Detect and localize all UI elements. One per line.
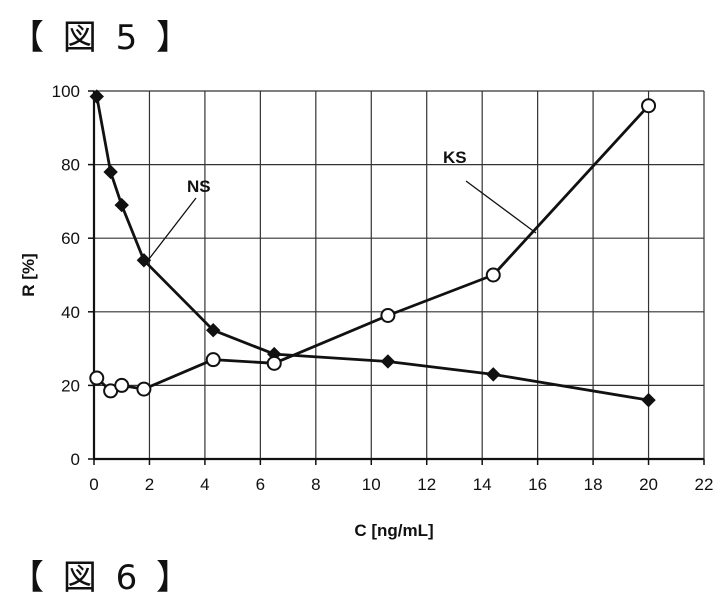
figure-6-heading: 【 図 6 】 <box>10 550 194 599</box>
data-point-ks <box>115 379 128 392</box>
data-point-ks <box>381 309 394 322</box>
data-point-ns <box>381 355 394 368</box>
y-tick-label: 20 <box>61 376 80 395</box>
x-axis-label: C [ng/mL] <box>354 521 433 540</box>
x-tick-label: 0 <box>89 475 98 494</box>
data-point-ks <box>207 353 220 366</box>
x-tick-label: 10 <box>362 475 381 494</box>
series-line-ns <box>97 97 649 401</box>
callout-line-ns <box>149 198 196 259</box>
data-point-ns <box>104 165 117 178</box>
x-tick-label: 8 <box>311 475 320 494</box>
x-tick-label: 18 <box>584 475 603 494</box>
data-point-ns <box>487 368 500 381</box>
x-tick-label: 22 <box>695 475 714 494</box>
x-tick-label: 2 <box>145 475 154 494</box>
series-label-ks: KS <box>443 148 467 167</box>
y-tick-label: 60 <box>61 229 80 248</box>
data-point-ns <box>642 394 655 407</box>
data-point-ks <box>137 383 150 396</box>
callout-line-ks <box>466 181 536 233</box>
y-tick-label: 0 <box>71 450 80 469</box>
data-point-ns <box>90 90 103 103</box>
data-point-ks <box>90 372 103 385</box>
x-tick-label: 16 <box>528 475 547 494</box>
series-line-ks <box>97 106 649 391</box>
x-tick-label: 20 <box>639 475 658 494</box>
x-tick-label: 4 <box>200 475 209 494</box>
y-tick-label: 40 <box>61 303 80 322</box>
series-lines <box>97 97 649 401</box>
data-point-ks <box>487 269 500 282</box>
y-axis-label: R [%] <box>19 253 38 296</box>
series-label-ns: NS <box>187 177 211 196</box>
data-point-ks <box>268 357 281 370</box>
y-tick-label: 80 <box>61 156 80 175</box>
y-tick-label: 100 <box>52 82 80 101</box>
data-point-ns <box>115 199 128 212</box>
x-tick-label: 6 <box>256 475 265 494</box>
data-point-ks <box>642 99 655 112</box>
x-tick-label: 12 <box>417 475 436 494</box>
x-tick-label: 14 <box>473 475 492 494</box>
